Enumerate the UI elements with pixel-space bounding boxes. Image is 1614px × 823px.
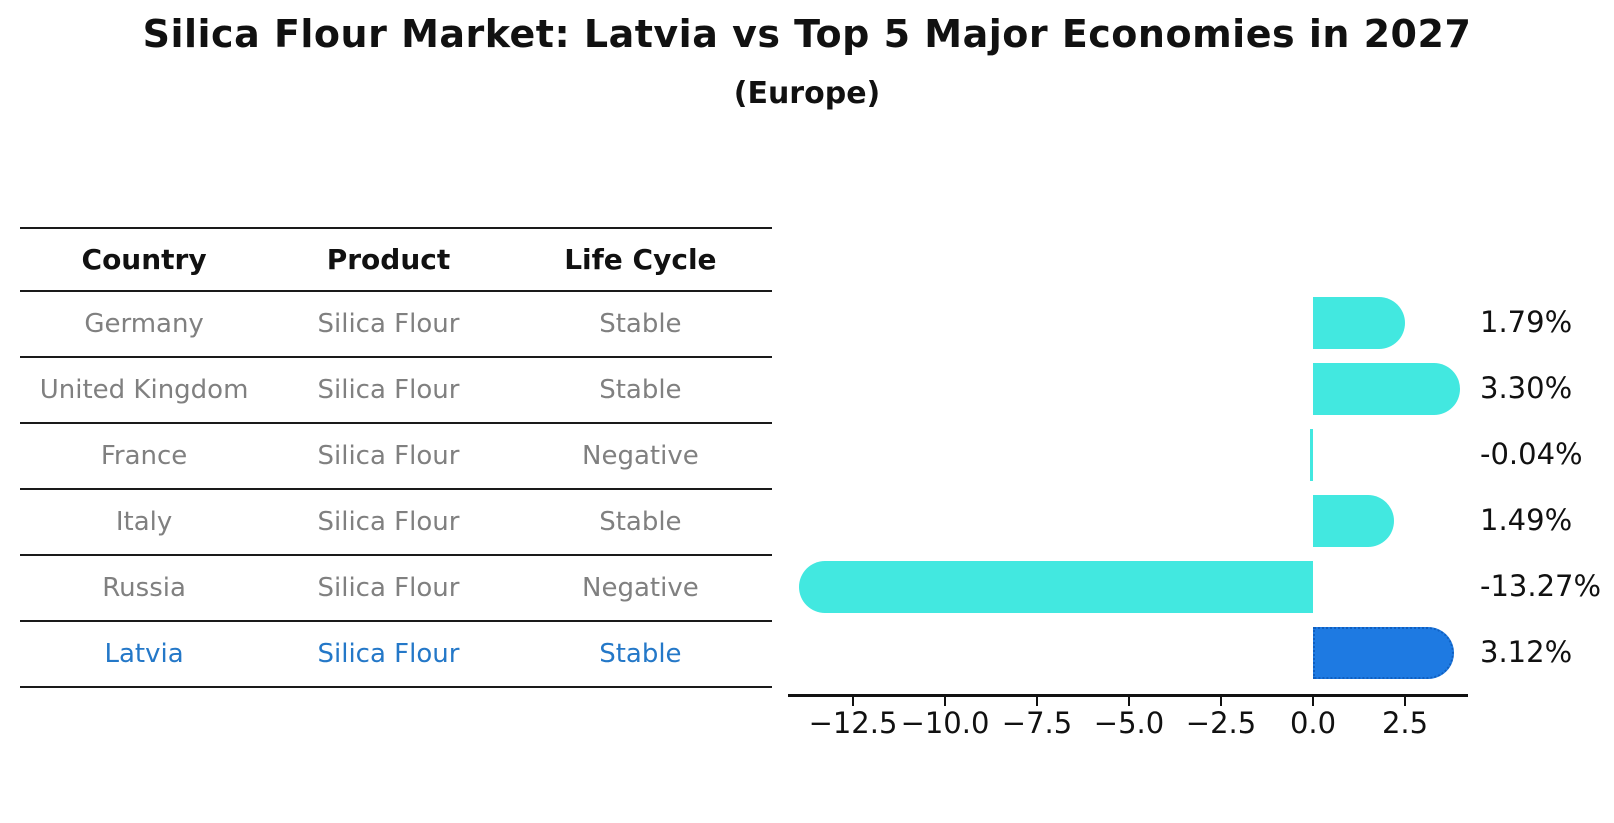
table-header-row: Country Product Life Cycle — [20, 229, 772, 292]
column-header-life-cycle: Life Cycle — [564, 243, 717, 276]
table-cell-product: Silica Flour — [317, 375, 460, 405]
table-row-italy: Italy Silica Flour Stable — [20, 490, 772, 556]
table-cell-product: Silica Flour — [317, 573, 460, 603]
table-cell-product: Silica Flour — [317, 441, 460, 471]
x-axis-line — [788, 694, 1468, 697]
x-tick-label: 0.0 — [1289, 706, 1337, 740]
x-tick-label: −12.5 — [808, 706, 898, 740]
table-cell-country: France — [100, 441, 188, 471]
table-cell-country: United Kingdom — [39, 375, 249, 405]
table-cell-product: Silica Flour — [317, 639, 460, 669]
x-tick-mark — [944, 697, 946, 706]
x-tick-mark — [1220, 697, 1222, 706]
x-tick-mark — [852, 697, 854, 706]
value-label-germany: 1.79% — [1480, 305, 1573, 339]
table-row-france: France Silica Flour Negative — [20, 424, 772, 490]
table-cell-country: Italy — [115, 507, 173, 537]
table-row-latvia: Latvia Silica Flour Stable — [20, 622, 772, 688]
x-tick-label: 2.5 — [1381, 706, 1429, 740]
table-cell-life-cycle: Stable — [599, 375, 682, 405]
bar-france — [1310, 429, 1313, 481]
bar-latvia — [1313, 627, 1454, 679]
bar-united-kingdom — [1313, 363, 1461, 415]
table-cell-life-cycle: Stable — [599, 639, 682, 669]
table-row-russia: Russia Silica Flour Negative — [20, 556, 772, 622]
bar-germany — [1313, 297, 1405, 349]
chart-subtitle: (Europe) — [733, 76, 881, 111]
value-label-latvia: 3.12% — [1480, 635, 1573, 669]
table-cell-product: Silica Flour — [317, 507, 460, 537]
column-header-country: Country — [81, 243, 207, 276]
x-tick-label: −2.5 — [1185, 706, 1257, 740]
table-cell-country: Latvia — [104, 639, 184, 669]
value-label-united-kingdom: 3.30% — [1480, 371, 1573, 405]
table-row-germany: Germany Silica Flour Stable — [20, 292, 772, 358]
x-tick-mark — [1404, 697, 1406, 706]
table-body: Germany Silica Flour Stable United Kingdom S… — [20, 292, 772, 688]
bar-russia — [798, 561, 1313, 613]
table-cell-life-cycle: Negative — [582, 573, 699, 603]
bar-italy — [1313, 495, 1394, 547]
x-tick-mark — [1128, 697, 1130, 706]
table-cell-life-cycle: Negative — [582, 441, 699, 471]
value-label-russia: -13.27% — [1480, 569, 1602, 603]
x-tick-label: −5.0 — [1093, 706, 1165, 740]
x-tick-label: −7.5 — [1001, 706, 1073, 740]
value-label-france: -0.04% — [1480, 437, 1583, 471]
table-cell-country: Germany — [84, 309, 204, 339]
table-cell-product: Silica Flour — [317, 309, 460, 339]
value-label-italy: 1.49% — [1480, 503, 1573, 537]
table-cell-life-cycle: Stable — [599, 507, 682, 537]
chart-title: Silica Flour Market: Latvia vs Top 5 Maj… — [142, 12, 1472, 56]
x-tick-label: −10.0 — [900, 706, 990, 740]
table-cell-country: Russia — [102, 573, 186, 603]
column-header-product: Product — [326, 243, 451, 276]
summary-table: Country Product Life Cycle Germany Silica… — [20, 227, 772, 688]
x-tick-mark — [1036, 697, 1038, 706]
x-tick-mark — [1312, 697, 1314, 706]
table-row-united-kingdom: United Kingdom Silica Flour Stable — [20, 358, 772, 424]
table-cell-life-cycle: Stable — [599, 309, 682, 339]
